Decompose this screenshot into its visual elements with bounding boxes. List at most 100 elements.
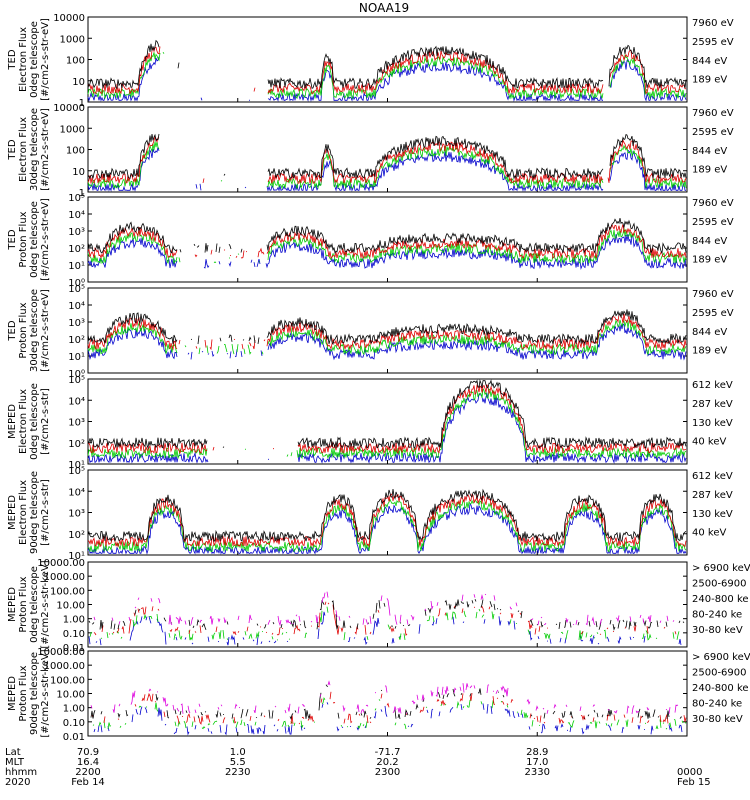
y-tick-label: 100.00 [50,675,85,686]
y-tick-label: 10⁴ [68,396,85,407]
y-axis-label: Proton Flux [18,665,29,721]
footer-value: 16.4 [77,757,99,768]
series-trace [91,685,686,719]
y-tick-label: 0.01 [63,732,85,743]
series-trace [87,493,687,548]
footer-value: 28.9 [526,747,548,758]
panel-3: 10⁰ 10¹ 10² 10³ 10⁴ 10⁵ TED Proton Flux 0deg tel… [7,193,734,289]
y-tick-label: 1 [79,188,85,199]
footer-row-label: 2020 [5,777,30,788]
y-tick-label: 10² [68,335,85,346]
y-tick-label: 100 [66,146,85,157]
legend-entry: 189 eV [692,346,727,357]
legend-entry: 189 eV [692,255,727,266]
footer-value: 0000 [677,767,702,778]
legend-entry: 7960 eV [692,108,734,119]
y-tick-label: 1000.00 [44,661,85,672]
y-axis-label: TED [7,139,18,160]
legend-entry: 80-240 ke [692,698,742,709]
series-trace [87,133,687,180]
y-tick-label: 100.00 [50,586,85,597]
series-trace [94,592,686,625]
y-axis-label: 0deg telescope [29,201,40,278]
y-axis-label: 30deg telescope [29,108,40,191]
panel-5: 10¹ 10² 10³ 10⁴ 10⁵ MEPED Electron Flux 0deg te… [7,375,733,471]
y-tick-label: 10³ [68,318,85,329]
footer-row-label: MLT [5,757,25,768]
series-trace [87,46,687,95]
y-tick-label: 0.01 [63,643,85,654]
series-trace [87,218,687,255]
legend-entry: 2595 eV [692,37,734,48]
legend-entry: 2500-6900 [692,578,747,589]
y-tick-label: 10⁵ [68,466,85,477]
footer-value: 1.0 [230,747,246,758]
footer-value: 17.0 [526,757,548,768]
series-trace [87,141,687,190]
legend-entry: 189 eV [692,75,727,86]
y-tick-label: 1.00 [63,615,85,626]
legend-entry: 7960 eV [692,289,734,300]
y-tick-label: 100 [66,56,85,67]
y-axis-label: [#/cm2-s-str-eV] [40,18,51,101]
series-trace [88,598,685,631]
y-axis-label: [#/cm2-s-str-eV] [40,289,51,372]
series-trace [87,379,687,450]
y-axis-label: Electron Flux [18,27,29,92]
y-tick-label: 10⁵ [68,284,85,295]
y-axis-label: MEPED [7,676,18,711]
footer-value: Feb 15 [677,777,711,788]
legend-entry: 2595 eV [692,127,734,138]
series-trace [87,135,687,185]
series-trace [87,228,687,265]
legend-entry: > 6900 keV [692,563,750,574]
y-axis-label: 90deg telescope [29,652,40,735]
legend-entry: 844 eV [692,236,727,247]
y-tick-label: 0.10 [63,629,85,640]
series-trace [91,691,687,725]
y-axis-label: TED [7,229,18,250]
y-tick-label: 0.10 [63,718,85,729]
legend-entry: 30-80 keV [692,625,743,636]
panel-frame [87,16,688,103]
legend-entry: 40 keV [692,437,726,448]
y-axis-label: [#/cm2-s-str-eV] [40,108,51,191]
series-trace [94,602,686,635]
series-trace [87,323,687,361]
y-axis-label: TED [7,49,18,70]
y-tick-label: 10.00 [56,690,85,701]
footer-value: -71.7 [375,747,401,758]
y-tick-label: 10² [68,530,85,541]
series-trace [87,503,687,555]
y-tick-label: 1000.00 [44,572,85,583]
footer-value: Feb 14 [71,777,105,788]
y-axis-label: [#/cm2-s-str-keV] [40,560,51,648]
y-tick-label: 10⁰ [68,278,85,289]
series-trace [87,319,687,356]
panel-frame [87,196,688,283]
legend-entry: 612 keV [692,380,733,391]
y-tick-label: 10³ [68,418,85,429]
y-tick-label: 10⁴ [68,210,85,221]
legend-entry: 240-800 ke [692,594,749,605]
y-axis-label: Proton Flux [18,302,29,358]
panel-1: 1 10 100 1000 10000 TED Electron Flux 0deg tele… [7,13,734,109]
y-tick-label: 10³ [68,227,85,238]
y-axis-label: [#/cm2-s-str] [40,388,51,455]
y-tick-label: 10000.00 [37,558,85,569]
y-tick-label: 1000 [60,34,85,45]
legend-entry: 844 eV [692,56,727,67]
y-tick-label: 10³ [68,509,85,520]
series-trace [87,146,686,192]
legend-entry: 612 keV [692,471,733,482]
y-tick-label: 10¹ [68,352,85,363]
y-axis-label: Proton Flux [18,211,29,267]
y-tick-label: 1000 [60,124,85,135]
series-trace [87,384,687,455]
footer-value: 5.5 [230,757,246,768]
series-trace [87,51,687,100]
legend-entry: 844 eV [692,327,727,338]
footer-row-label: hhmm [5,767,37,778]
chart-title: NOAA19 [359,1,409,15]
